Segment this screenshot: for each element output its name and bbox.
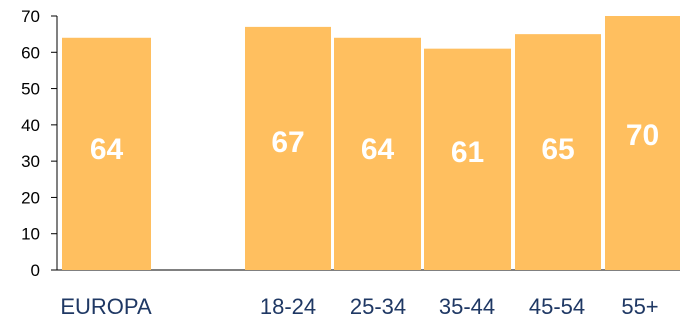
bar-18-24	[245, 26, 331, 271]
category-label: 35-44	[439, 294, 495, 319]
data-label: 61	[451, 136, 484, 169]
y-tick-label: 70	[21, 7, 40, 26]
y-tick-label: 10	[21, 225, 40, 244]
data-label: 67	[271, 126, 304, 159]
category-label: 25-34	[350, 294, 406, 319]
category-label: 45-54	[529, 294, 585, 319]
category-label: 18-24	[260, 294, 316, 319]
bar-europa	[62, 37, 151, 271]
data-labels: 64 67 64 61 65 70	[90, 119, 659, 169]
y-tick-label: 40	[21, 116, 40, 135]
bar-55-	[605, 16, 680, 270]
y-tick-label: 50	[21, 80, 40, 99]
data-label: 65	[541, 133, 574, 166]
y-tick-label: 20	[21, 188, 40, 207]
y-tick-label: 30	[21, 152, 40, 171]
bar-45-54	[515, 34, 601, 271]
data-label: 64	[90, 133, 124, 166]
bar-25-34	[334, 37, 421, 271]
category-label: EUROPA	[60, 294, 152, 319]
category-labels: EUROPA 18-24 25-34 35-44 45-54 55+	[60, 294, 658, 319]
y-tick-label: 60	[21, 43, 40, 62]
bar-35-44	[424, 48, 511, 271]
data-label: 70	[626, 119, 659, 152]
category-label: 55+	[621, 294, 658, 319]
data-label: 64	[361, 133, 395, 166]
y-tick-label: 0	[31, 261, 40, 280]
y-axis-ticks: 0 10 20 30 40 50 60 70	[21, 7, 57, 280]
bars	[62, 16, 680, 271]
